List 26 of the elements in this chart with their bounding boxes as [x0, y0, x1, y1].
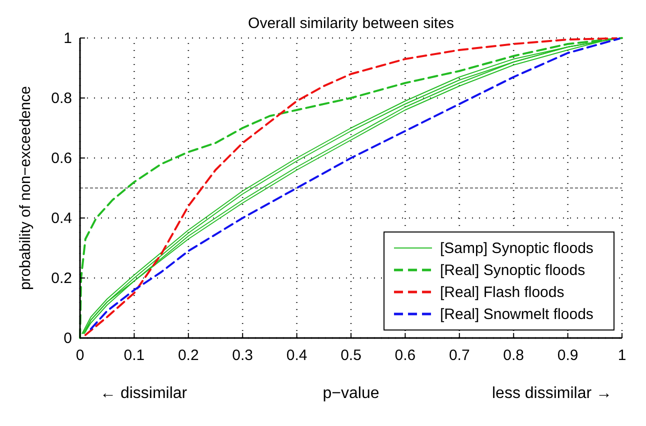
- text: less dissimilar →: [492, 385, 612, 402]
- x-tick-label: 0.9: [557, 347, 578, 364]
- y-tick-label: 0: [64, 330, 72, 347]
- x-tick-label: 1: [618, 347, 626, 364]
- x-tick-label: 0.3: [232, 347, 254, 364]
- x-tick-label: 0.5: [340, 347, 362, 364]
- x-tick-label: 0.1: [124, 347, 145, 364]
- y-tick-label: 0.2: [51, 270, 72, 287]
- y-tick-label: 0.6: [51, 150, 72, 167]
- y-tick-label: 0.8: [51, 90, 72, 107]
- x-tick-label: 0.8: [503, 347, 524, 364]
- text: ← dissimilar: [100, 385, 188, 402]
- x-tick-label: 0.6: [394, 347, 416, 364]
- chart-title: Overall similarity between sites: [248, 15, 454, 32]
- y-tick-label: 1: [64, 30, 72, 47]
- legend-label: [Real] Synoptic floods: [440, 262, 586, 279]
- y-tick-label: 0.4: [51, 210, 72, 227]
- legend-label: [Real] Snowmelt floods: [440, 306, 594, 323]
- x-axis-title: p−value: [322, 385, 380, 402]
- x-tick-label: 0.4: [286, 347, 308, 364]
- y-axis-title: probability of non−exceedence: [17, 86, 34, 290]
- x-tick-label: 0.7: [448, 347, 470, 364]
- legend-label: [Samp] Synoptic floods: [440, 240, 594, 257]
- x-tick-label: 0: [76, 347, 84, 364]
- legend-label: [Real] Flash floods: [440, 284, 564, 301]
- x-tick-label: 0.2: [178, 347, 199, 364]
